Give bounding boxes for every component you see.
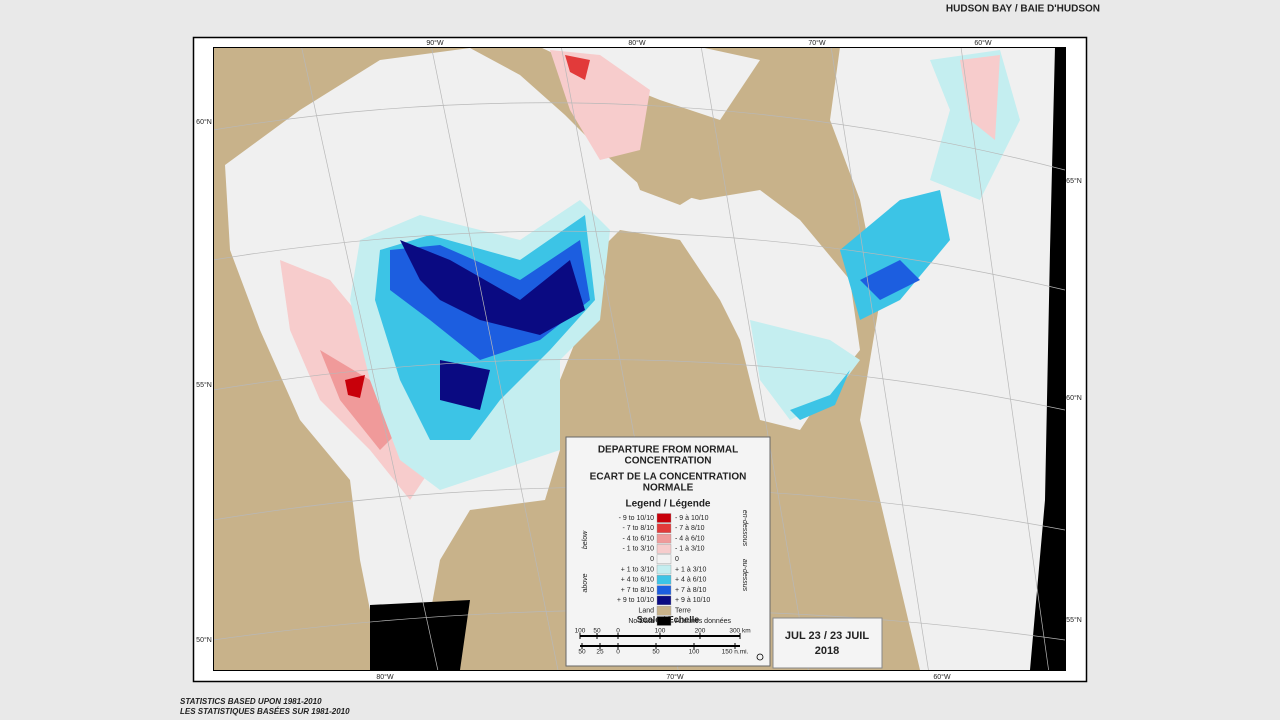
legend-label-fr: + 7 à 8/10 <box>675 587 706 594</box>
legend-label-fr: + 9 à 10/10 <box>675 597 710 604</box>
southampton-island <box>625 110 720 205</box>
legend-label-fr: Aucunes données <box>675 618 732 625</box>
graticule-label: 90°W <box>426 39 444 47</box>
legend-swatch <box>656 513 672 523</box>
date-year: 2018 <box>815 645 839 657</box>
graticule-label: 65°N <box>1066 177 1082 185</box>
legend-swatch <box>656 606 672 616</box>
ice-minus-north <box>550 50 650 160</box>
legend-label-en: - 9 to 10/10 <box>619 515 655 522</box>
scale-label-nmi: 150 n.mi. <box>722 649 749 656</box>
ice-plus-baffin-2 <box>860 260 920 300</box>
ice-plus-9-10-south <box>440 360 490 410</box>
scale-label-km: 300 km <box>729 628 750 635</box>
graticule-label: 70°W <box>666 673 684 681</box>
legend-subtitle: Legend / Légende <box>625 499 710 510</box>
graticule-label: 55°N <box>196 381 212 389</box>
ice-plus-strait-2 <box>790 370 850 420</box>
scale-label-nmi: 25 <box>596 649 604 656</box>
scale-label-km: 200 <box>695 628 706 635</box>
legend-label-fr: - 4 à 6/10 <box>675 535 705 542</box>
copyright-mark <box>756 653 764 661</box>
scale-label-nmi: 100 <box>689 649 700 656</box>
legend-swatch <box>656 554 672 564</box>
ice-minus-davis <box>960 55 1000 140</box>
graticule-labels: 90°W 80°W 70°W 60°W 80°W 70°W 60°W 60°N 55°N 50°N… <box>196 39 1082 681</box>
side-label: above <box>582 573 589 592</box>
legend: DEPARTURE FROM NORMAL CONCENTRATION ECAR… <box>575 445 764 661</box>
legend-swatch <box>656 575 672 585</box>
legend-title-fr: ECART DE LA CONCENTRATION <box>590 472 747 483</box>
legend-title-en: DEPARTURE FROM NORMAL <box>598 445 738 456</box>
legend-label-fr: Terre <box>675 608 691 615</box>
scale-label-nmi: 0 <box>616 649 620 656</box>
scale-label-nmi: 50 <box>652 649 660 656</box>
legend-label-en: Land <box>638 608 654 615</box>
graticule-label: 60°N <box>196 118 212 126</box>
map-border <box>213 47 1066 671</box>
date-box <box>772 617 883 669</box>
legend-label-en: - 1 to 3/10 <box>622 546 654 553</box>
side-label: below <box>582 530 589 549</box>
legend-swatch <box>656 523 672 533</box>
graticule-label: 60°W <box>933 673 951 681</box>
legend-swatch <box>656 533 672 544</box>
legend-label-fr: + 1 à 3/10 <box>675 566 706 573</box>
map-body <box>213 47 1065 670</box>
legend-label-en: No Data <box>628 618 654 625</box>
legend-label-fr: - 1 à 3/10 <box>675 546 705 553</box>
legend-title-fr: NORMALE <box>643 483 694 494</box>
graticule-label: 70°W <box>808 39 826 47</box>
footer-note: LES STATISTIQUES BASÉES SUR 1981-2010 <box>180 707 350 716</box>
legend-label-fr: - 9 à 10/10 <box>675 515 709 522</box>
legend-label-en: + 9 to 10/10 <box>617 597 654 604</box>
legend-label-en: 0 <box>650 556 654 563</box>
legend-label-en: - 7 to 8/10 <box>622 525 654 532</box>
graticule <box>213 47 1065 670</box>
legend-swatch <box>656 595 672 606</box>
legend-swatch <box>656 616 672 626</box>
map-title: HUDSON BAY / BAIE D'HUDSON <box>946 4 1100 15</box>
legend-label-fr: + 4 à 6/10 <box>675 577 706 584</box>
graticule-label: 80°W <box>628 39 646 47</box>
legend-swatch <box>656 585 672 595</box>
scale-label-nmi: 50 <box>578 649 586 656</box>
no-data-east <box>1030 47 1065 670</box>
scale-label-km: 50 <box>593 628 601 635</box>
legend-swatch <box>656 544 672 554</box>
legend-label-en: + 7 to 8/10 <box>621 587 654 594</box>
side-label: au-dessus <box>741 559 748 592</box>
graticule-label: 50°N <box>196 636 212 644</box>
no-data-south <box>370 600 470 670</box>
graticule-label: 80°W <box>376 673 394 681</box>
ice-minus-9-10 <box>345 375 365 398</box>
ice-minus-north-strong <box>565 55 590 80</box>
scale-label-km: 100 <box>575 628 586 635</box>
legend-swatch <box>656 564 672 575</box>
date-line: JUL 23 / 23 JUIL <box>785 630 869 642</box>
graticule-label: 60°N <box>1066 394 1082 402</box>
side-label: en-dessous <box>741 510 748 547</box>
legend-label-en: + 1 to 3/10 <box>621 566 654 573</box>
ocean-water <box>830 47 1065 670</box>
legend-label-en: - 4 to 6/10 <box>622 535 654 542</box>
legend-label-fr: - 7 à 8/10 <box>675 525 705 532</box>
ice-plus-9-10 <box>400 240 585 335</box>
scale-label-km: 0 <box>616 628 620 635</box>
graticule-label: 60°W <box>974 39 992 47</box>
legend-title-en: CONCENTRATION <box>624 456 711 467</box>
legend-label-fr: 0 <box>675 556 679 563</box>
legend-label-en: + 4 to 6/10 <box>621 577 654 584</box>
scale-label-km: 100 <box>655 628 666 635</box>
footer-note: STATISTICS BASED UPON 1981-2010 <box>180 697 322 706</box>
ice-minus-4-6 <box>320 350 400 450</box>
graticule-label: 55°N <box>1066 616 1082 624</box>
